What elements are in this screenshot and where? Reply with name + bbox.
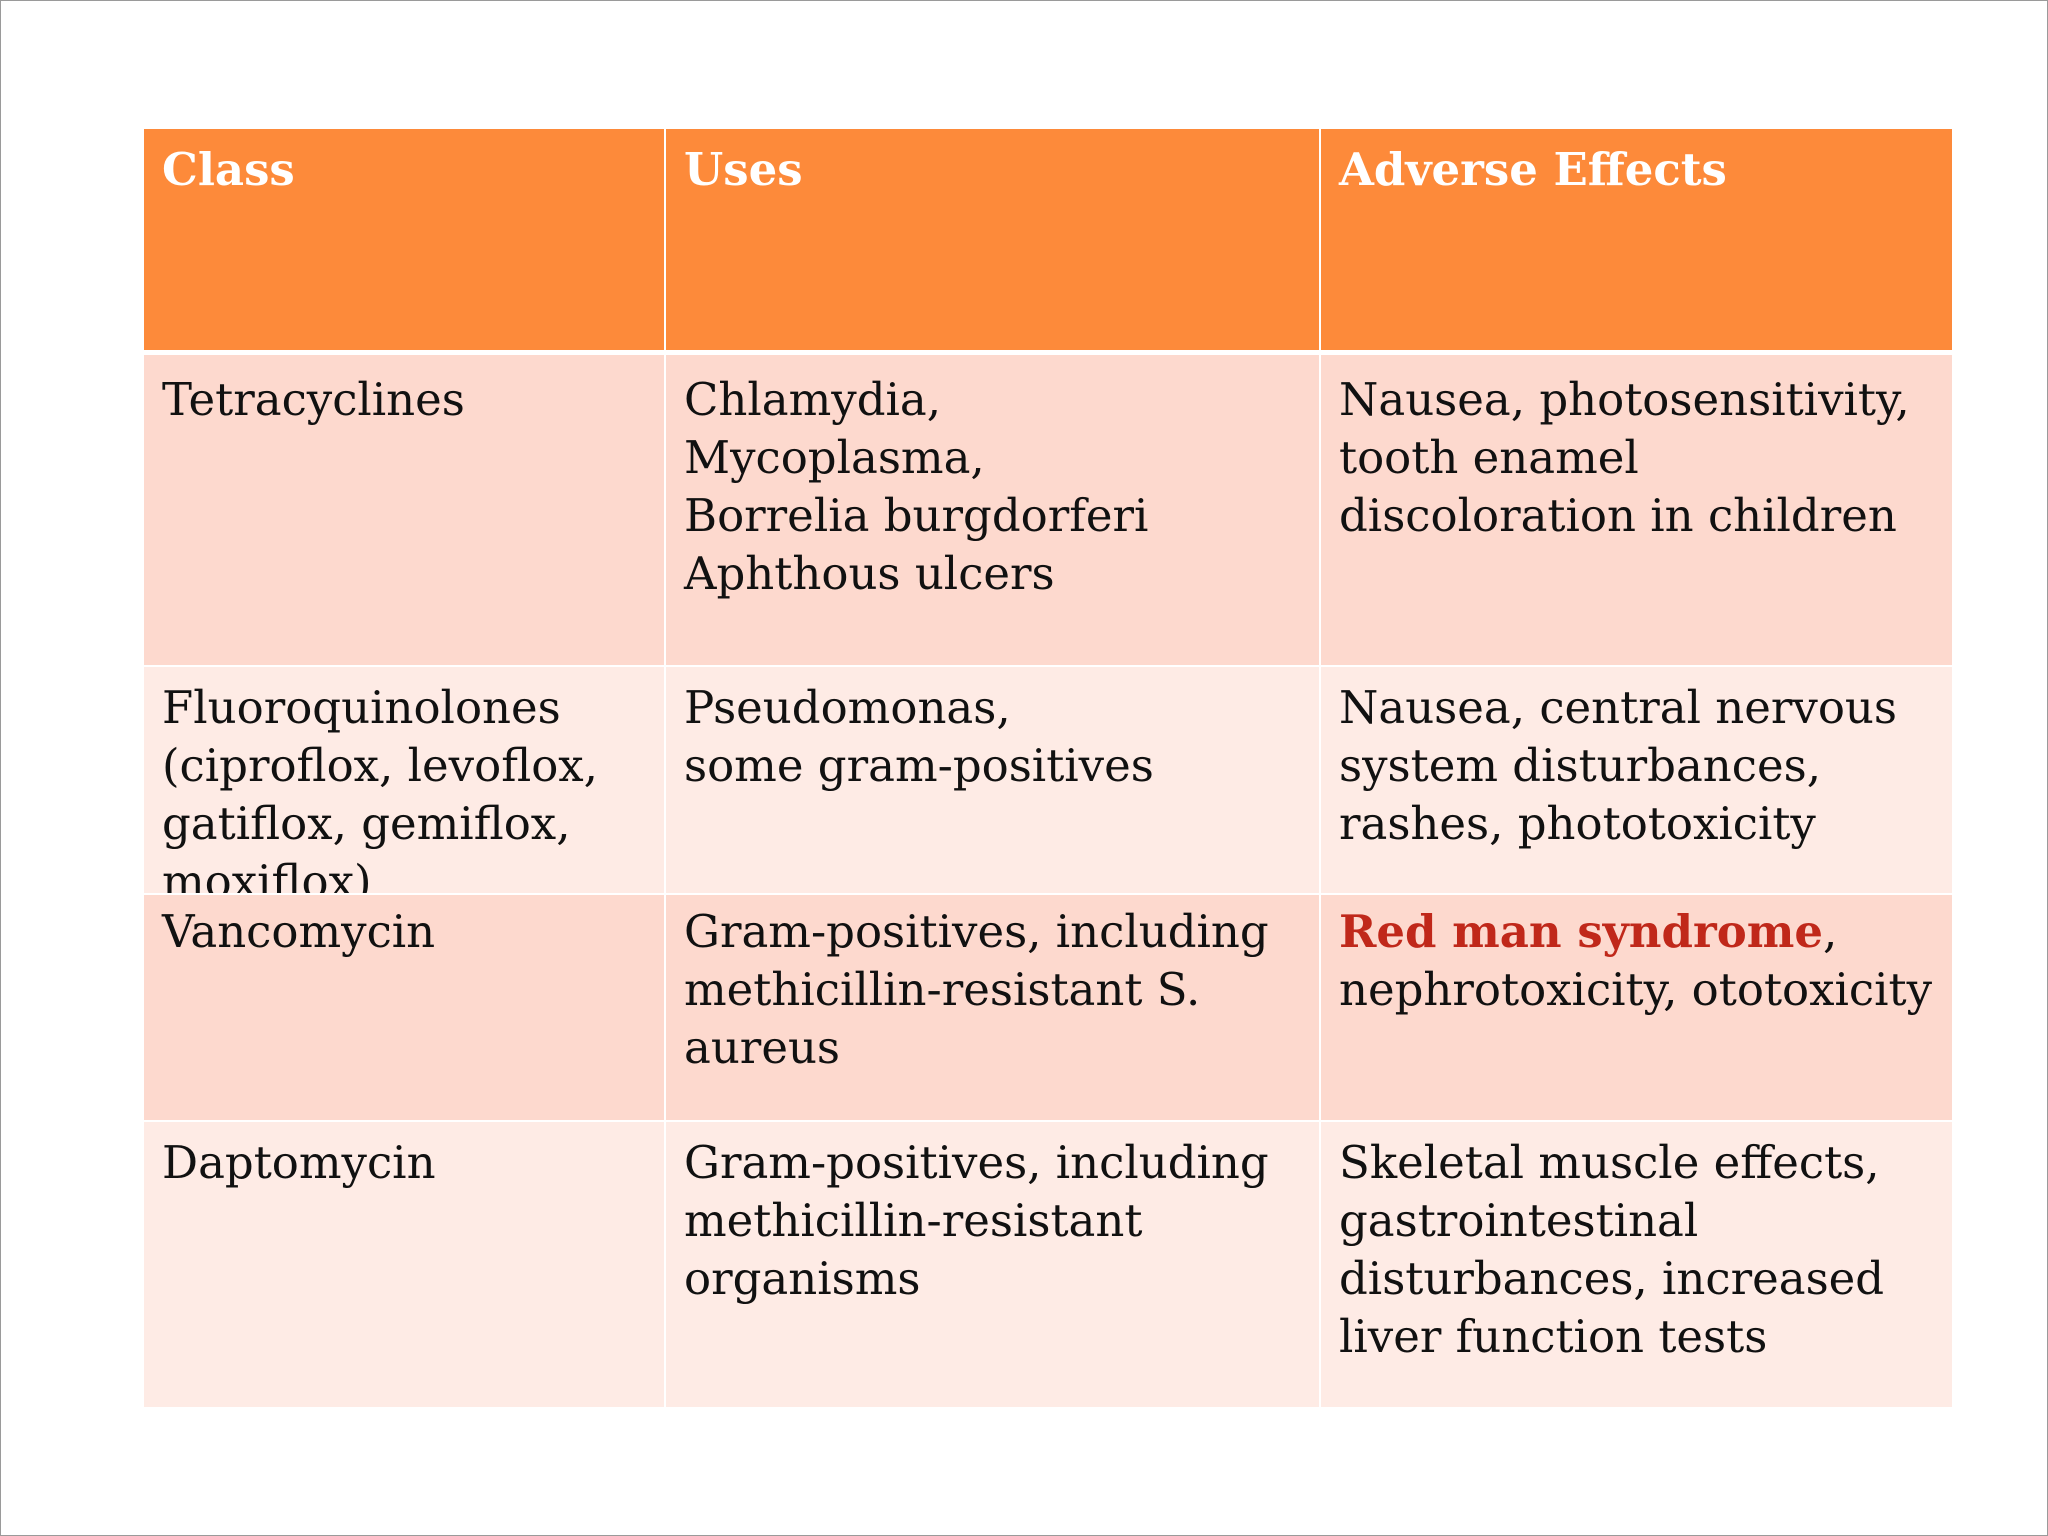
cell-adverse-effects: Nausea, central nervous system disturban… — [1339, 681, 1897, 850]
cell-class: Daptomycin — [144, 1122, 666, 1407]
cell-class: Tetracyclines — [144, 355, 666, 665]
table-row: Daptomycin Gram-positives, including met… — [144, 1122, 1952, 1407]
header-uses: Uses — [666, 129, 1321, 350]
highlighted-adverse-effect: Red man syndrome — [1339, 905, 1823, 958]
antibiotics-table: Class Uses Adverse Effects Tetracyclines… — [144, 129, 1952, 1407]
cell-uses: Chlamydia, Mycoplasma, Borrelia burgdorf… — [666, 355, 1321, 665]
cell-uses: Gram-positives, including methicillin-re… — [666, 895, 1321, 1120]
table-row: Vancomycin Gram-positives, including met… — [144, 895, 1952, 1122]
cell-uses: Gram-positives, including methicillin-re… — [666, 1122, 1321, 1407]
cell-adverse-effects: Skeletal muscle effects, gastrointestina… — [1339, 1136, 1885, 1363]
cell-adverse-effects: Nausea, photosensitivity, tooth enamel d… — [1339, 373, 1910, 542]
header-class: Class — [144, 129, 666, 350]
cell-adverse-effects: Red man syndrome, nephrotoxicity, ototox… — [1321, 895, 1952, 1120]
cell-class: Vancomycin — [144, 895, 666, 1120]
adverse-effects-rest: , nephrotoxicity, ototoxicity — [1339, 905, 1932, 1016]
table-row: Fluoroquinolones (ciproflox, levoflox, g… — [144, 667, 1952, 895]
table-header-row: Class Uses Adverse Effects — [144, 129, 1952, 355]
cell-uses: Pseudomonas, some gram-positives — [666, 667, 1321, 893]
header-adverse-effects: Adverse Effects — [1339, 143, 1727, 196]
cell-class: Fluoroquinolones (ciproflox, levoflox, g… — [144, 667, 666, 893]
table-row: Tetracyclines Chlamydia, Mycoplasma, Bor… — [144, 355, 1952, 667]
